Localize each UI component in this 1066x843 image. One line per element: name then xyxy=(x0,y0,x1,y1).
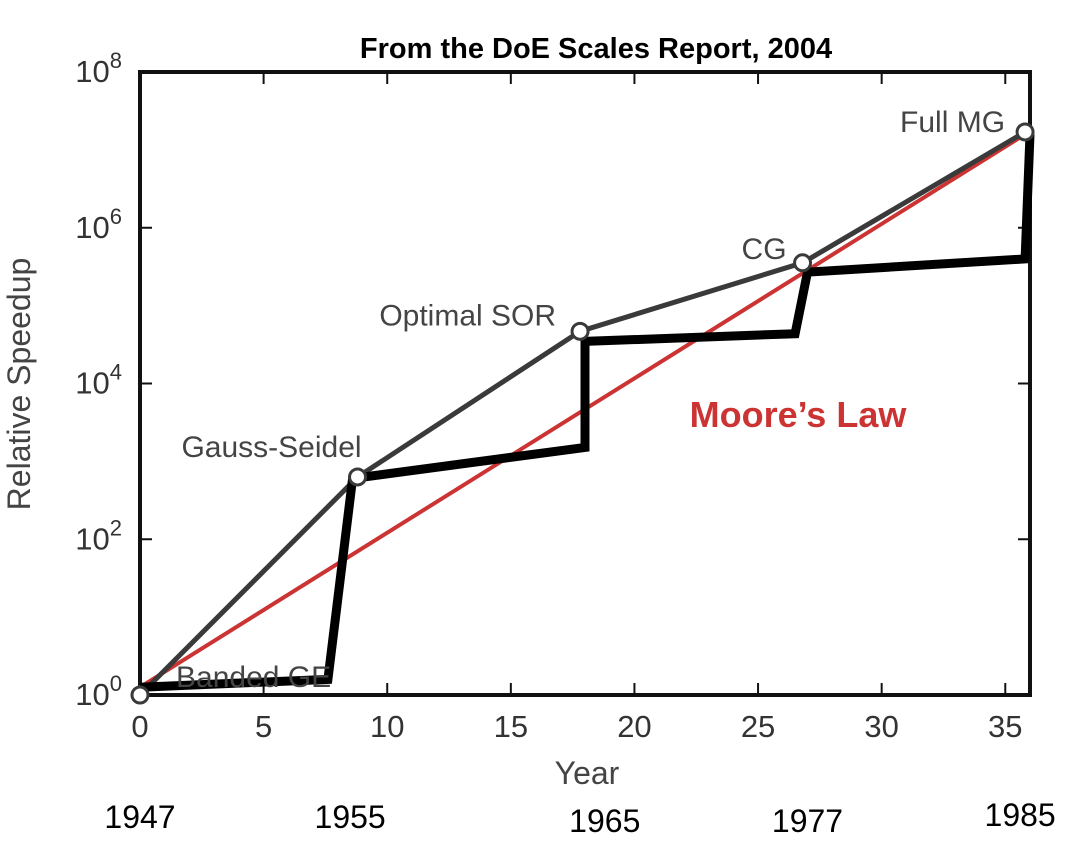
calendar-year-label: 1947 xyxy=(104,799,175,835)
x-tick-label: 10 xyxy=(370,709,404,744)
x-tick-label: 25 xyxy=(741,709,775,744)
y-tick-label: 104 xyxy=(75,360,122,401)
x-tick-label: 0 xyxy=(131,709,148,744)
chart-title: From the DoE Scales Report, 2004 xyxy=(360,33,832,65)
moores-law-label: Moore’s Law xyxy=(690,394,908,435)
x-tick-label: 15 xyxy=(494,709,528,744)
algorithm-point xyxy=(130,685,150,705)
algorithm-point xyxy=(1015,122,1035,142)
algorithm-point xyxy=(793,253,813,273)
calendar-year-label: 1985 xyxy=(985,797,1056,833)
calendar-year-label: 1977 xyxy=(772,803,843,839)
y-tick-exponent: 2 xyxy=(110,515,122,540)
x-axis-label: Year xyxy=(555,755,620,791)
algorithm-label: Gauss-Seidel xyxy=(181,431,361,464)
y-tick-exponent: 4 xyxy=(110,360,122,385)
y-axis-label: Relative Speedup xyxy=(1,258,37,511)
y-tick-base: 10 xyxy=(75,521,109,556)
algorithm-label: Full MG xyxy=(900,106,1005,139)
y-tick-base: 10 xyxy=(75,54,109,89)
y-tick-exponent: 0 xyxy=(110,671,122,696)
y-tick-exponent: 8 xyxy=(110,48,122,73)
algorithm-label: Optimal SOR xyxy=(379,299,556,332)
y-tick-label: 106 xyxy=(75,204,122,245)
y-tick-base: 10 xyxy=(75,366,109,401)
calendar-year-label: 1955 xyxy=(315,799,386,835)
x-tick-label: 20 xyxy=(617,709,651,744)
y-tick-base: 10 xyxy=(75,677,109,712)
annotation-layer: Banded GE Gauss-Seidel Optimal SOR CG Full M… xyxy=(176,106,1005,694)
series-line-step-overlay xyxy=(139,134,1035,692)
year-labels: 1947 1955 1965 1977 1985 xyxy=(104,797,1055,839)
y-tick-label: 108 xyxy=(75,48,122,89)
algorithm-point xyxy=(348,467,368,487)
algorithm-label: CG xyxy=(742,233,787,266)
marker-layer xyxy=(130,122,1035,705)
calendar-year-label: 1965 xyxy=(569,803,640,839)
y-tick-label: 102 xyxy=(75,515,122,556)
y-tick-label: 100 xyxy=(75,671,122,712)
algorithm-point xyxy=(570,321,590,341)
algorithm-label: Banded GE xyxy=(176,661,331,694)
x-tick-label: 30 xyxy=(864,709,898,744)
y-tick-exponent: 6 xyxy=(110,204,122,229)
y-tick-base: 10 xyxy=(75,210,109,245)
x-tick-label: 35 xyxy=(988,709,1022,744)
x-tick-label: 5 xyxy=(255,709,272,744)
